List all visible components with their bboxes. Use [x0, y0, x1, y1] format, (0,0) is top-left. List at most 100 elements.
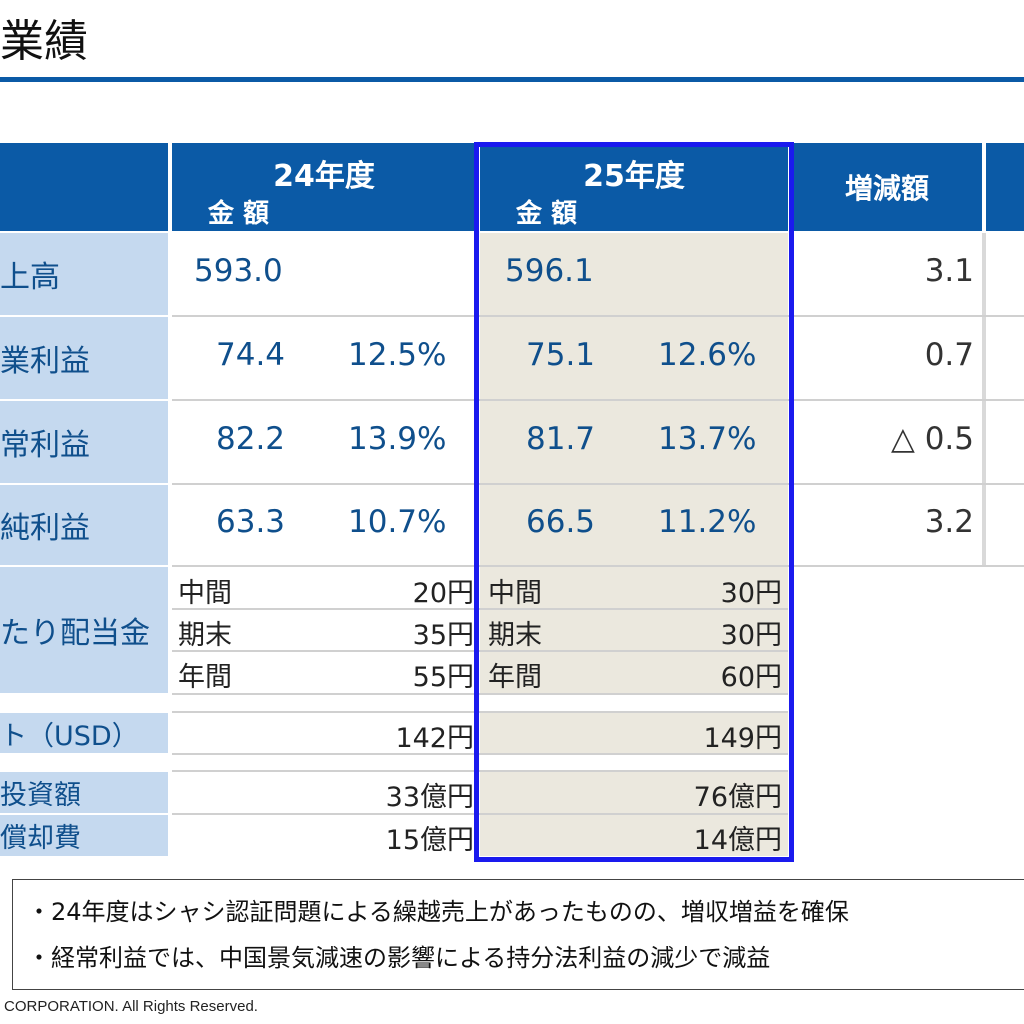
fy24-net-amount: 63.3	[216, 504, 286, 540]
cell-fy24-depreciation: 15億円	[172, 815, 476, 856]
header-fy24: 24年度 金 額	[172, 143, 476, 231]
fy24-operating-amount: 74.4	[216, 337, 286, 373]
capex-top-border	[172, 770, 788, 772]
row-label-ordinary-profit-text: 常利益	[0, 428, 90, 463]
capex-bottom-border	[172, 813, 788, 815]
fy24-exchange-rate-value: 142円	[395, 723, 474, 754]
cell-fy24-net-profit: 63.3 10.7%	[172, 485, 476, 565]
cell-change-operating-profit: 0.7	[792, 317, 982, 399]
row-label-operating-profit-text: 業利益	[0, 344, 90, 379]
note-line-2: ・経常利益では、中国景気減速の影響による持分法利益の減少で減益	[27, 944, 771, 972]
row-label-sales: 上高	[0, 233, 168, 315]
row-separator	[172, 565, 1024, 567]
title-underline	[0, 77, 1024, 82]
cell-fy24-sales: 593.0	[172, 233, 476, 315]
change-sales: 3.1	[924, 253, 974, 289]
row-label-capex: 投資額	[0, 772, 168, 813]
row-separator	[172, 315, 1024, 317]
cell-change-sales: 3.1	[792, 233, 982, 315]
cell-fy25-ordinary-profit: 81.7 13.7%	[480, 401, 788, 483]
fy25-dividend-yearend-value: 30円	[720, 620, 782, 651]
row-label-depreciation: 償却費	[0, 815, 168, 856]
cell-fy25-dividend: 中間 30円 期末 30円 年間 60円	[480, 567, 788, 693]
fy25-net-amount: 66.5	[526, 504, 596, 540]
fy25-dividend-interim-value: 30円	[720, 578, 782, 609]
fy25-dividend-interim-label: 中間	[488, 578, 542, 609]
header-label-column	[0, 143, 168, 231]
fy24-dividend-annual-label: 年間	[178, 662, 232, 693]
fy24-depreciation-value: 15億円	[385, 825, 474, 856]
cell-fy25-operating-profit: 75.1 12.6%	[480, 317, 788, 399]
header-fy24-year: 24年度	[273, 159, 375, 194]
change-net-profit: 3.2	[924, 504, 974, 540]
fy24-capex-value: 33億円	[385, 782, 474, 813]
row-label-dividend: たり配当金	[0, 567, 168, 693]
row-label-ordinary-profit: 常利益	[0, 401, 168, 483]
fy24-ordinary-amount: 82.2	[216, 421, 286, 457]
fy24-dividend-interim-label: 中間	[178, 578, 232, 609]
dividend-bottom-border	[172, 693, 788, 695]
notes-box: ・24年度はシャシ認証問題による繰越売上があったものの、増収増益を確保 ・経常利…	[12, 879, 1024, 990]
note-line-1: ・24年度はシャシ認証問題による繰越売上があったものの、増収増益を確保	[27, 898, 849, 926]
row-label-dividend-text: たり配当金	[0, 616, 150, 651]
change-ordinary-profit: △ 0.5	[891, 421, 974, 457]
row-label-net-profit: 純利益	[0, 485, 168, 565]
fy25-highlight-box	[474, 142, 794, 862]
dividend-row-separator	[172, 608, 788, 610]
fy25-depreciation-value: 14億円	[693, 825, 782, 856]
header-change: 増減額	[792, 143, 982, 231]
row-label-exchange-rate-text: ト（USD）	[0, 720, 139, 752]
fy25-capex-value: 76億円	[693, 782, 782, 813]
fy24-ordinary-ratio: 13.9%	[348, 421, 447, 457]
cell-fy25-net-profit: 66.5 11.2%	[480, 485, 788, 565]
cell-fy25-capex: 76億円	[480, 772, 788, 813]
cell-fy24-exchange-rate: 142円	[172, 713, 476, 754]
cell-fy24-ordinary-profit: 82.2 13.9%	[172, 401, 476, 483]
fy25-net-ratio: 11.2%	[658, 504, 757, 540]
cell-fy25-depreciation: 14億円	[480, 815, 788, 856]
header-fy25-amount: 金 額	[516, 199, 578, 229]
cell-fy24-dividend: 中間 20円 期末 35円 年間 55円	[172, 567, 476, 693]
cell-fy25-sales: 596.1	[480, 233, 788, 315]
fy24-dividend-yearend-value: 35円	[412, 620, 474, 651]
cell-fy24-capex: 33億円	[172, 772, 476, 813]
fy25-ordinary-ratio: 13.7%	[658, 421, 757, 457]
fy24-dividend-annual-value: 55円	[412, 662, 474, 693]
header-extra-column	[986, 143, 1024, 231]
page-title: 業績	[0, 16, 88, 67]
fy25-ordinary-amount: 81.7	[526, 421, 596, 457]
row-separator	[172, 399, 1024, 401]
header-fy25: 25年度 金 額	[480, 143, 788, 231]
row-label-operating-profit: 業利益	[0, 317, 168, 399]
exchange-top-border	[172, 711, 788, 713]
fy25-sales-amount: 596.1	[505, 253, 594, 289]
row-label-sales-text: 上高	[0, 260, 60, 295]
header-fy25-year: 25年度	[583, 159, 685, 194]
row-label-capex-text: 投資額	[0, 780, 81, 811]
cell-change-ordinary-profit: △ 0.5	[792, 401, 982, 483]
header-fy24-amount: 金 額	[208, 199, 270, 229]
fy25-dividend-annual-value: 60円	[720, 662, 782, 693]
fy24-dividend-interim-value: 20円	[412, 578, 474, 609]
cell-fy24-operating-profit: 74.4 12.5%	[172, 317, 476, 399]
row-label-depreciation-text: 償却費	[0, 823, 81, 854]
dividend-row-separator	[172, 650, 788, 652]
cell-fy25-exchange-rate: 149円	[480, 713, 788, 754]
fy25-exchange-rate-value: 149円	[703, 723, 782, 754]
fy25-operating-ratio: 12.6%	[658, 337, 757, 373]
fy24-dividend-yearend-label: 期末	[178, 620, 232, 651]
fy24-net-ratio: 10.7%	[348, 504, 447, 540]
row-separator	[172, 483, 1024, 485]
fy24-sales-amount: 593.0	[194, 253, 283, 289]
cell-change-net-profit: 3.2	[792, 485, 982, 565]
header-change-label: 増減額	[844, 172, 929, 205]
copyright-footer: CORPORATION. All Rights Reserved.	[4, 998, 258, 1015]
change-operating-profit: 0.7	[924, 337, 974, 373]
fy25-dividend-yearend-label: 期末	[488, 620, 542, 651]
exchange-bottom-border	[172, 753, 788, 755]
fy25-dividend-annual-label: 年間	[488, 662, 542, 693]
fy25-operating-amount: 75.1	[526, 337, 596, 373]
row-label-exchange-rate: ト（USD）	[0, 713, 168, 753]
row-label-net-profit-text: 純利益	[0, 511, 90, 546]
fy24-operating-ratio: 12.5%	[348, 337, 447, 373]
